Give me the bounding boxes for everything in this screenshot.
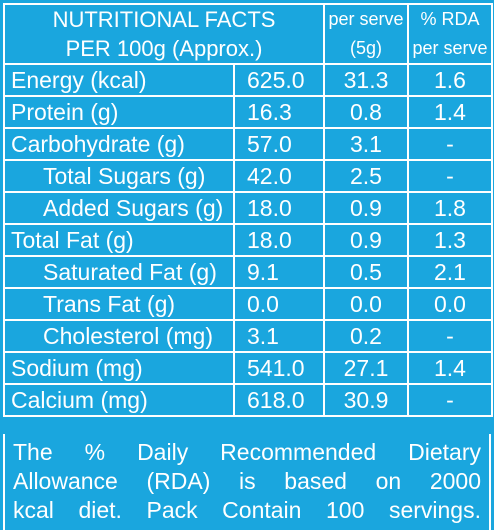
table-row: Protein (g) 16.3 0.8 1.4 (3, 95, 493, 129)
rda-header: % RDA per serve (407, 3, 493, 65)
nutrient-label: Total Sugars (g) (3, 159, 235, 193)
table-row: Total Sugars (g) 42.0 2.5- (3, 159, 493, 193)
rda-value: 2.1 (407, 255, 493, 289)
table-row: Cholesterol (mg) 3.1 0.2- (3, 319, 493, 353)
table-body: Energy (kcal) 625.0 31.3 1.6 Protein (g) 16.3… (3, 63, 493, 417)
per-100g-value: 16.3 (233, 95, 325, 129)
rda-value: 1.4 (407, 351, 493, 385)
nutrient-label: Trans Fat (g) (3, 287, 235, 321)
per-serve-value: 0.9 (323, 223, 409, 257)
per-serve-value: 3.1 (323, 127, 409, 161)
per-serve-value: 0.0 (323, 287, 409, 321)
table-row: Sodium (mg) 541.0 27.1 1.4 (3, 351, 493, 385)
table-row: Carbohydrate (g) 57.0 3.1- (3, 127, 493, 161)
per-100g-value: 3.1 (233, 319, 325, 353)
per-serve-value: 0.9 (323, 191, 409, 225)
per-serve-header-line-1: per serve (328, 9, 404, 29)
nutrient-label: Saturated Fat (g) (3, 255, 235, 289)
title-line-2: PER 100g (Approx.) (65, 36, 263, 61)
rda-value: 1.4 (407, 95, 493, 129)
table-row: Added Sugars (g) 18.0 0.9 1.8 (3, 191, 493, 225)
per-100g-value: 57.0 (233, 127, 325, 161)
per-serve-value: 0.8 (323, 95, 409, 129)
rda-value: - (407, 159, 493, 193)
per-serve-value: 0.2 (323, 319, 409, 353)
rda-header-line-2: per serve (412, 38, 488, 58)
rda-value: - (407, 127, 493, 161)
per-serve-header-line-2: (5g) (349, 38, 382, 58)
per-100g-value: 618.0 (233, 383, 325, 417)
rda-value: - (407, 383, 493, 417)
rda-header-line-1: % RDA (420, 9, 480, 29)
table-row: Total Fat (g) 18.0 0.9 1.3 (3, 223, 493, 257)
rda-value: 1.8 (407, 191, 493, 225)
per-serve-value: 31.3 (323, 63, 409, 97)
nutrient-label: Protein (g) (3, 95, 235, 129)
nutrient-label: Cholesterol (mg) (3, 319, 235, 353)
title-line-1: NUTRITIONAL FACTS (52, 7, 276, 32)
nutrient-label: Total Fat (g) (3, 223, 235, 257)
per-100g-value: 18.0 (233, 191, 325, 225)
table-row: Energy (kcal) 625.0 31.3 1.6 (3, 63, 493, 97)
per-100g-value: 0.0 (233, 287, 325, 321)
nutrient-label: Added Sugars (g) (3, 191, 235, 225)
per-serve-header: per serve (5g) (323, 3, 409, 65)
table-row: Trans Fat (g) 0.0 0.0 0.0 (3, 287, 493, 321)
rda-value: - (407, 319, 493, 353)
nutrient-label: Calcium (mg) (3, 383, 235, 417)
per-100g-value: 18.0 (233, 223, 325, 257)
per-serve-value: 30.9 (323, 383, 409, 417)
table-row: Saturated Fat (g) 9.1 0.5 2.1 (3, 255, 493, 289)
per-100g-value: 9.1 (233, 255, 325, 289)
nutrition-table: NUTRITIONAL FACTS PER 100g (Approx.) per… (3, 3, 493, 417)
per-serve-value: 0.5 (323, 255, 409, 289)
rda-value: 1.6 (407, 63, 493, 97)
nutrient-label: Carbohydrate (g) (3, 127, 235, 161)
rda-value: 0.0 (407, 287, 493, 321)
nutrient-label: Energy (kcal) (3, 63, 235, 97)
note-line-2: Allowance (RDA) is based on 2000 (13, 468, 481, 494)
nutrient-label: Sodium (mg) (3, 351, 235, 385)
rda-note: The % Daily Recommended Dietary Allowanc… (3, 434, 491, 530)
per-serve-value: 27.1 (323, 351, 409, 385)
table-title: NUTRITIONAL FACTS PER 100g (Approx.) (3, 3, 325, 65)
per-serve-value: 2.5 (323, 159, 409, 193)
per-100g-value: 625.0 (233, 63, 325, 97)
per-100g-value: 541.0 (233, 351, 325, 385)
per-100g-value: 42.0 (233, 159, 325, 193)
table-header-row: NUTRITIONAL FACTS PER 100g (Approx.) per… (3, 3, 493, 65)
rda-value: 1.3 (407, 223, 493, 257)
note-line-3: kcal diet. Pack Contain 100 servings. (13, 497, 481, 523)
table-row: Calcium (mg) 618.0 30.9- (3, 383, 493, 417)
note-line-1: The % Daily Recommended Dietary (13, 439, 481, 465)
